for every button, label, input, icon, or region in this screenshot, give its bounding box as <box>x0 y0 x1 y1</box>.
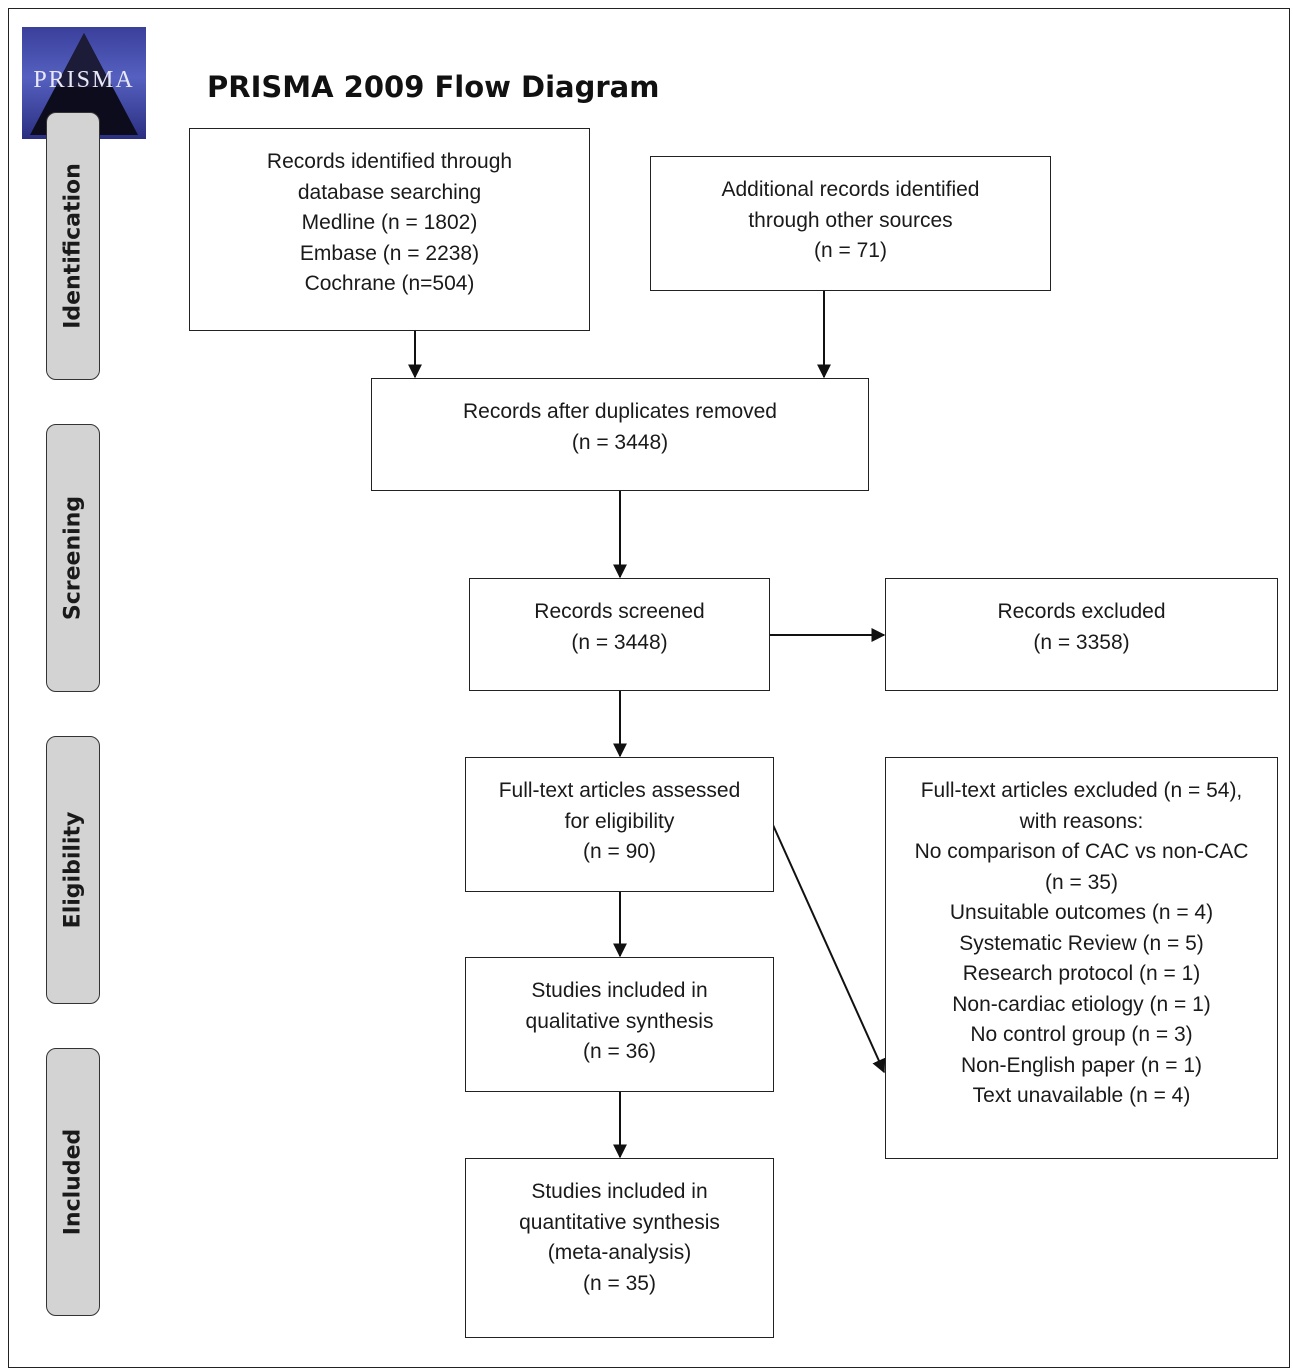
box-line: Non-English paper (n = 1) <box>960 1053 1203 1077</box>
box-quantitative-synthesis: Studies included in quantitative synthes… <box>465 1158 774 1338</box>
box-database-searching: Records identified through database sear… <box>189 128 590 331</box>
box-line: Additional records identified <box>721 178 980 201</box>
box-line: quantitative synthesis <box>519 1210 720 1234</box>
stage-screening: Screening <box>46 424 100 692</box>
box-line: Records after duplicates removed <box>463 400 777 423</box>
box-line: Non-cardiac etiology (n = 1) <box>952 992 1211 1016</box>
box-line: with reasons: <box>1019 809 1144 833</box>
box-line: Embase (n = 2238) <box>299 241 480 265</box>
box-line: Research protocol (n = 1) <box>962 962 1201 985</box>
box-line: (meta-analysis) <box>547 1241 692 1264</box>
box-fulltext-assessed: Full-text articles assessed for eligibil… <box>465 757 774 892</box>
box-qualitative-synthesis: Studies included in qualitative synthesi… <box>465 957 774 1092</box>
box-line: (n = 3448) <box>571 430 669 454</box>
box-line: Systematic Review (n = 5) <box>959 931 1204 955</box>
box-line: (n = 35) <box>1045 870 1118 894</box>
box-fulltext-excluded: Full-text articles excluded (n = 54), wi… <box>885 757 1278 1159</box>
stage-included: Included <box>46 1048 100 1316</box>
box-line: (n = 71) <box>814 239 887 262</box>
stage-identification: Identification <box>46 112 100 380</box>
arrow-fulltext-to-excluded <box>772 824 886 1074</box>
box-line: Full-text articles excluded (n = 54), <box>920 779 1243 802</box>
box-duplicates-removed: Records after duplicates removed (n = 34… <box>371 378 869 491</box>
box-line: database searching <box>297 180 482 204</box>
box-line: (n = 36) <box>583 1040 656 1063</box>
box-line: Medline (n = 1802) <box>301 211 478 234</box>
box-line: (n = 3448) <box>571 630 668 654</box>
box-line: No comparison of CAC vs non-CAC <box>914 840 1249 863</box>
box-line: Unsuitable outcomes (n = 4) <box>949 901 1214 924</box>
logo-triangle-icon <box>30 33 138 135</box>
logo-text: PRISMA <box>33 67 135 93</box>
diagram-title: PRISMA 2009 Flow Diagram <box>207 70 660 104</box>
box-other-sources: Additional records identified through ot… <box>650 156 1051 291</box>
box-line: qualitative synthesis <box>525 1009 714 1033</box>
box-line: (n = 90) <box>583 840 656 863</box>
box-line: Full-text articles assessed <box>498 779 741 802</box>
box-line: Cochrane (n=504) <box>304 272 475 295</box>
box-line: Records screened <box>534 600 705 623</box>
box-line: Studies included in <box>531 1180 708 1203</box>
box-records-excluded: Records excluded (n = 3358) <box>885 578 1278 691</box>
box-records-screened: Records screened (n = 3448) <box>469 578 770 691</box>
box-line: (n = 35) <box>583 1271 656 1295</box>
stage-eligibility: Eligibility <box>46 736 100 1004</box>
box-line: for eligibility <box>564 809 675 833</box>
box-line: Text unavailable (n = 4) <box>972 1084 1191 1107</box>
box-line: Records excluded <box>997 600 1166 623</box>
box-line: Records identified through <box>266 150 513 173</box>
box-line: No control group (n = 3) <box>970 1023 1193 1046</box>
box-line: (n = 3358) <box>1033 630 1130 654</box>
box-line: through other sources <box>748 208 953 232</box>
box-line: Studies included in <box>531 979 708 1002</box>
